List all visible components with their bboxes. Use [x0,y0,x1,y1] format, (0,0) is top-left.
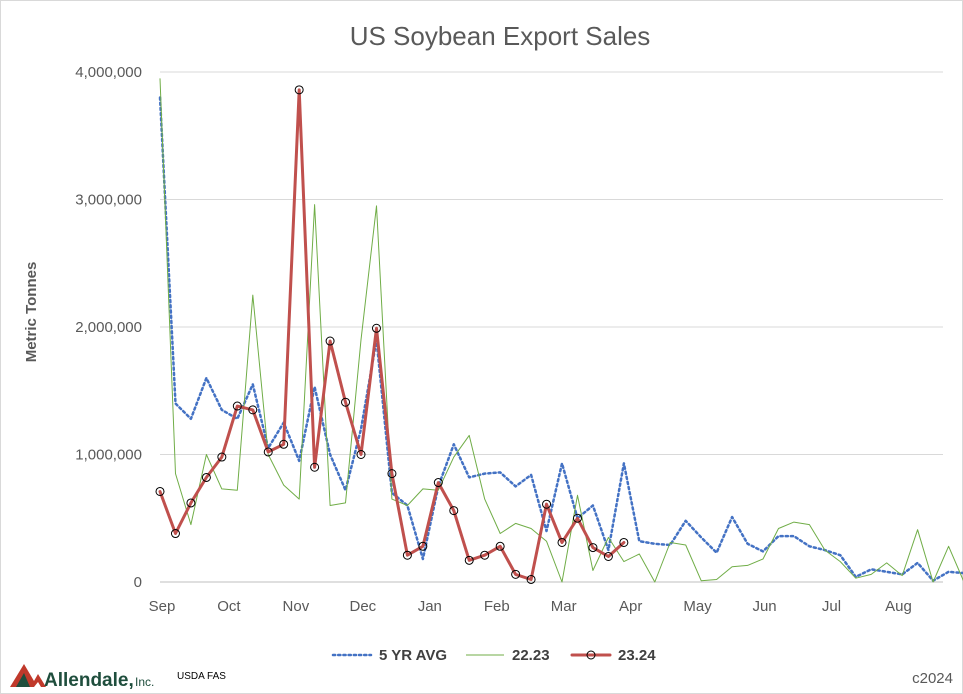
x-tick-label: Jul [822,598,841,615]
x-tick-label: Sep [149,598,176,615]
grid-layer [160,71,943,583]
series-point [263,447,273,457]
logo-mark-shadow-icon [16,673,30,687]
series-point [356,450,366,459]
series-point [387,469,397,479]
logo-inc: Inc. [135,675,154,689]
x-tick-label: Mar [551,598,577,615]
y-tick-label: 3,000,000 [75,192,142,209]
y-tick-label: 2,000,000 [75,319,142,336]
series-point [170,529,180,539]
series-point [186,498,196,508]
series-point [449,506,459,516]
series-line-22-23 [159,78,963,583]
x-tick-label: Aug [885,598,912,615]
series-point [279,439,289,449]
series-point [294,85,304,95]
series-point [325,336,335,346]
series-point [464,555,474,565]
x-tick-label: May [683,598,712,615]
x-tick-label: Apr [619,598,642,615]
series-point [588,543,598,553]
series-point [232,401,242,411]
axis-layer: 0 1,000,000 2,000,000 3,000,000 4,000,000 Sep… [75,64,912,615]
series-point [155,486,165,496]
y-tick-label: 0 [134,574,142,591]
legend-label: 5 YR AVG [379,647,447,664]
series-point [341,397,351,407]
series-point [480,550,490,560]
chart-title: US Soybean Export Sales [350,21,651,51]
series-point [217,452,227,462]
copyright-note: c2024 [912,670,953,687]
legend-marker [586,650,596,660]
y-tick-label: 4,000,000 [75,64,142,81]
series-point [557,537,567,547]
legend-label: 23.24 [618,647,656,664]
series-point [418,541,428,551]
series-point [402,550,412,560]
legend: 5 YR AVG 22.23 23.24 [331,647,656,664]
x-tick-label: Feb [484,598,510,615]
series-point [603,552,613,561]
logo-word: Allendale, [44,670,134,691]
logo-mark-icon [10,664,46,687]
series-point [572,513,582,523]
series-point [542,499,552,509]
series-point [201,472,211,482]
y-tick-label: 1,000,000 [75,447,142,464]
source-note: USDA FAS [177,671,226,682]
series-point [511,569,521,579]
legend-label: 22.23 [512,647,550,664]
x-tick-label: Jan [418,598,442,615]
series-point [310,462,320,472]
series-layer [155,78,963,584]
y-axis-label: Metric Tonnes [23,262,40,363]
x-tick-label: Oct [217,598,241,615]
series-point [619,537,629,547]
series-line-5-yr-avg [158,96,963,582]
series-point [495,541,505,551]
x-tick-label: Dec [350,598,377,615]
allendale-logo: Allendale, Inc. [10,664,154,691]
series-point [433,478,443,488]
series-line-23-24 [158,88,626,581]
series-point [248,405,258,415]
series-point [371,323,381,333]
x-tick-label: Jun [752,598,776,615]
series-point [526,574,536,584]
x-tick-label: Nov [283,598,310,615]
